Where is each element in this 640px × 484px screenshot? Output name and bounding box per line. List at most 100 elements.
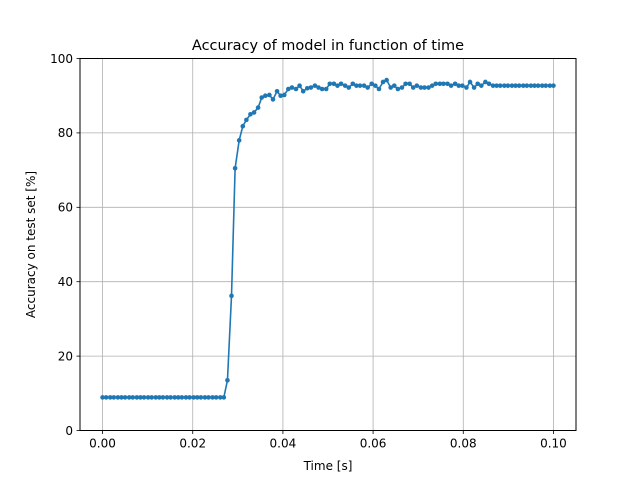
data-point (115, 395, 121, 400)
y-tick-label: 80 (58, 126, 73, 140)
data-point (236, 138, 242, 143)
y-tick-label: 0 (65, 424, 73, 438)
data-point (278, 93, 283, 98)
data-point (217, 395, 223, 400)
data-point (176, 395, 181, 400)
data-point (346, 85, 352, 90)
data-point (160, 395, 166, 400)
data-point (255, 105, 261, 110)
data-point (240, 123, 246, 129)
data-point (323, 86, 329, 92)
data-point (403, 81, 408, 87)
data-point (210, 395, 215, 400)
data-point (293, 86, 299, 92)
data-point (319, 86, 325, 92)
data-point (225, 377, 230, 383)
data-point (448, 83, 454, 88)
data-point (509, 83, 515, 88)
data-point (191, 395, 196, 400)
data-point (304, 85, 310, 91)
data-point (274, 88, 280, 94)
data-point (297, 83, 302, 88)
data-point (429, 83, 435, 88)
data-point (479, 83, 484, 88)
data-point (539, 83, 545, 88)
x-tick-label: 0.00 (89, 437, 116, 451)
data-point (107, 395, 113, 400)
data-point (391, 83, 397, 88)
data-point (543, 83, 549, 88)
x-tick-label: 0.10 (540, 437, 567, 451)
plot-frame (79, 58, 577, 431)
data-point (100, 395, 105, 400)
data-point (471, 85, 477, 90)
x-axis-label: Time [s] (303, 459, 353, 473)
y-tick-label: 60 (58, 201, 73, 215)
data-point (122, 395, 128, 400)
data-point (335, 83, 340, 88)
y-axis-ticks: 0 20 40 60 80 100 (50, 52, 80, 438)
data-point (251, 110, 257, 115)
data-point (312, 83, 318, 88)
chart-title: Accuracy of model in function of time (192, 38, 464, 54)
data-point (456, 83, 462, 88)
data-point (198, 395, 204, 400)
x-tick-label: 0.02 (179, 437, 206, 451)
data-point (168, 395, 173, 400)
data-point (134, 395, 140, 400)
series-layer (100, 77, 556, 400)
data-point (289, 85, 295, 90)
data-point (502, 83, 507, 88)
data-point (157, 395, 162, 400)
data-point (164, 395, 170, 400)
data-point (516, 83, 522, 88)
data-point (221, 395, 227, 400)
data-point (369, 81, 375, 87)
data-point (138, 395, 143, 400)
data-point (437, 81, 443, 87)
y-tick-label: 100 (50, 52, 73, 66)
x-tick-label: 0.08 (450, 437, 477, 451)
data-point (248, 112, 253, 117)
data-point (244, 117, 249, 123)
data-point (350, 81, 356, 87)
data-point (551, 83, 556, 88)
data-point (331, 81, 337, 87)
data-point (145, 395, 151, 400)
data-point (395, 86, 401, 92)
data-point (206, 395, 211, 400)
data-point (418, 85, 424, 90)
data-point (126, 395, 132, 400)
data-point (187, 395, 192, 400)
data-point (490, 83, 496, 88)
data-point (229, 293, 234, 299)
x-tick-label: 0.04 (270, 437, 297, 451)
data-point (376, 86, 382, 92)
data-point (259, 95, 265, 100)
data-point (399, 85, 405, 90)
data-point (172, 395, 177, 400)
data-point (194, 395, 200, 400)
data-point (520, 83, 526, 88)
data-point (460, 83, 465, 88)
data-point (445, 81, 450, 87)
data-point (267, 92, 272, 98)
data-point (426, 85, 431, 90)
data-point (475, 81, 481, 87)
data-point (380, 79, 386, 85)
y-tick-label: 40 (58, 275, 73, 289)
data-point (528, 83, 534, 88)
data-point (130, 395, 136, 400)
x-tick-label: 0.06 (360, 437, 387, 451)
data-point (433, 81, 439, 87)
data-point (232, 165, 238, 171)
data-point (263, 93, 268, 98)
x-axis-ticks: 0.00 0.02 0.04 0.06 0.08 0.10 (89, 430, 567, 451)
y-tick-label: 20 (58, 349, 73, 363)
data-point (141, 395, 147, 400)
data-point (361, 83, 367, 88)
data-point (547, 83, 553, 88)
data-point (286, 86, 291, 92)
